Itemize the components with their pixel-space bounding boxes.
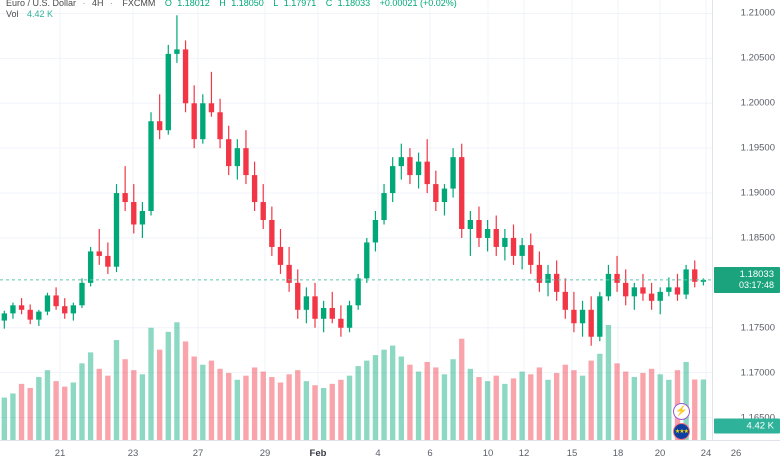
time-axis-tick: 20 — [654, 448, 666, 459]
price-axis-tick: 1.19500 — [740, 142, 775, 154]
time-axis-tick: 10 — [482, 448, 494, 459]
price-axis[interactable]: 1.21000 1.20500 1.20000 1.19500 1.19000 1.185… — [712, 0, 780, 440]
time-axis-tick: 23 — [127, 448, 139, 459]
alert-bolt-glyph: ⚡ — [675, 405, 688, 417]
time-axis-tick: 4 — [375, 448, 381, 459]
time-axis-tick: 24 — [700, 448, 712, 459]
price-axis-tick: 1.17500 — [740, 322, 775, 334]
time-axis-tick: 29 — [259, 448, 271, 459]
current-price-value: 1.18033 — [739, 268, 774, 280]
time-axis-tick: 6 — [427, 448, 433, 459]
volume-badge[interactable]: 4.42 K — [714, 418, 780, 434]
price-axis-tick: 1.21000 — [740, 7, 775, 19]
price-axis-tick: 1.18500 — [740, 232, 775, 244]
time-axis[interactable]: 21 23 27 29 Feb 4 6 10 12 15 18 20 24 26 — [0, 440, 780, 470]
time-axis-tick: 26 — [730, 448, 742, 459]
time-axis-tick: 18 — [612, 448, 624, 459]
price-axis-tick: 1.19000 — [740, 187, 775, 199]
time-axis-tick: 15 — [566, 448, 578, 459]
price-axis-tick: 1.20000 — [740, 97, 775, 109]
current-price-time: 03:17:48 — [738, 279, 774, 290]
time-axis-tick: 21 — [54, 448, 66, 459]
chart-plot-area[interactable] — [0, 0, 712, 440]
price-axis-tick: 1.20500 — [740, 52, 775, 64]
eu-flag-stars: ★★★ — [674, 428, 689, 435]
price-line-overlay — [0, 279, 712, 281]
time-axis-tick: 27 — [192, 448, 204, 459]
time-axis-tick: 12 — [518, 448, 530, 459]
price-axis-tick: 1.17000 — [740, 367, 775, 379]
alert-bolt-icon[interactable]: ⚡ — [673, 403, 690, 420]
candlestick-series — [1, 15, 707, 440]
eu-flag-icon[interactable]: ★★★ — [673, 423, 690, 440]
current-price-badge[interactable]: 1.18033 03:17:48 — [714, 266, 780, 293]
price-axis-tick: 1.16500 — [713, 412, 780, 423]
time-axis-tick: Feb — [309, 448, 327, 459]
